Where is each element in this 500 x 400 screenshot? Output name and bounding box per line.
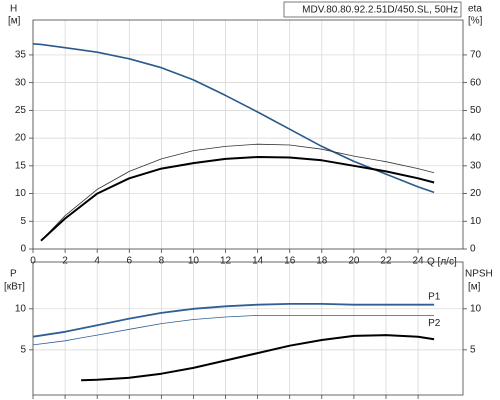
y-tick-label: 35 — [15, 50, 27, 61]
y2-tick-label: 50 — [470, 105, 482, 116]
y-tick-label: 5 — [20, 216, 26, 227]
x-tick-label: 14 — [252, 256, 264, 267]
plot-frame — [32, 261, 464, 396]
y2-tick-label: 20 — [470, 188, 482, 199]
y2-tick-label: 10 — [470, 216, 482, 227]
title-box — [283, 1, 462, 18]
x-tick-label: 12 — [220, 256, 232, 267]
y2-tick-label: 40 — [470, 133, 482, 144]
series-label: P2 — [428, 318, 441, 329]
y2-tick-label: 0 — [470, 244, 476, 255]
y-tick-label: 15 — [15, 160, 27, 171]
y-label: H — [10, 4, 17, 15]
x-tick-label: 0 — [30, 256, 36, 267]
plot-frame — [32, 19, 464, 250]
x-tick-label: 2 — [62, 256, 68, 267]
x-tick-label: 22 — [380, 256, 392, 267]
y2-tick-label: 10 — [470, 303, 482, 314]
x-tick-label: 20 — [348, 256, 360, 267]
y2-tick-label: 70 — [470, 50, 482, 61]
curve — [40, 143, 435, 241]
x-tick-label: 8 — [159, 256, 165, 267]
y-tick-label: 10 — [15, 303, 27, 314]
x-tick-label: 6 — [126, 256, 132, 267]
curve — [81, 334, 435, 382]
curve — [40, 156, 435, 242]
y2-label: eta — [468, 4, 482, 15]
y-tick-label: 0 — [20, 244, 26, 255]
x-tick-label: 10 — [188, 256, 200, 267]
x-tick-label: 16 — [284, 256, 296, 267]
y-tick-label: 5 — [20, 344, 26, 355]
curve — [32, 303, 435, 338]
y2-label: NPSH — [465, 269, 493, 280]
x-tick-label: 24 — [413, 256, 425, 267]
curve — [32, 315, 435, 346]
x-tick-label: 18 — [316, 256, 328, 267]
y2-unit: [м] — [468, 282, 481, 293]
y2-tick-label: 5 — [470, 344, 476, 355]
y-tick-label: 25 — [15, 105, 27, 116]
y2-unit: [%] — [468, 16, 483, 27]
y-tick-label: 20 — [15, 133, 27, 144]
y-unit: [кВт] — [4, 282, 25, 293]
chart-title: MDV.80.80.92.2.51D/450.SL, 50Hz — [302, 5, 458, 16]
y2-tick-label: 30 — [470, 160, 482, 171]
series-label: P1 — [428, 291, 441, 302]
y2-tick-label: 60 — [470, 77, 482, 88]
y-unit: [м] — [8, 16, 21, 27]
y-tick-label: 10 — [15, 188, 27, 199]
y-label: P — [10, 269, 17, 280]
y-tick-label: 30 — [15, 77, 27, 88]
x-tick-label: 4 — [94, 256, 100, 267]
